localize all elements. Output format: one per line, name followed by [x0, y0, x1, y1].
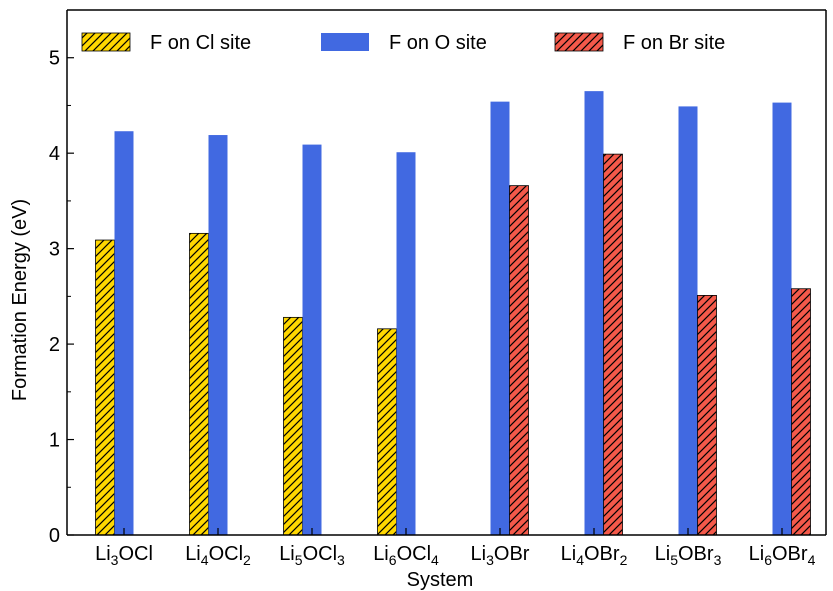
legend-label-f-on-o-site: F on O site [389, 32, 487, 54]
bar-f-on-o-site-7 [772, 102, 792, 535]
bar-f-on-cl-site-2 [283, 316, 303, 536]
y-tick-label: 5 [49, 48, 60, 70]
bar-f-on-cl-site-0 [95, 239, 115, 536]
x-axis-title: System [407, 569, 474, 591]
bar-f-on-br-site-4 [509, 185, 529, 536]
x-ticks-group: Li3OCl Li4OCl2 Li5OCl3 Li6OCl4 Li3OBr Li4OBr2… [95, 528, 816, 568]
x-tick-label: Li4OBr2 [561, 543, 628, 568]
axes-group [66, 9, 827, 536]
bar-f-on-o-site-0 [114, 131, 134, 535]
legend-label-f-on-cl-site: F on Cl site [150, 32, 251, 54]
bar-f-on-o-site-4 [490, 101, 510, 536]
y-tick-label: 4 [49, 143, 60, 165]
y-tick-label: 2 [49, 334, 60, 356]
y-tick-label: 1 [49, 430, 60, 452]
bar-f-on-o-site-3 [396, 152, 416, 535]
bar-f-on-br-site-7 [791, 288, 811, 536]
bar-f-on-o-site-6 [678, 106, 698, 535]
legend-swatch-f-on-o-site [321, 33, 369, 51]
y-tick-label: 3 [49, 239, 60, 261]
legend-swatch-f-on-br-site [554, 32, 604, 52]
bar-f-on-br-site-5 [603, 153, 623, 536]
bar-f-on-cl-site-3 [377, 328, 397, 536]
bar-f-on-o-site-5 [584, 91, 604, 536]
legend-swatch-f-on-cl-site [81, 32, 131, 52]
bar-f-on-cl-site-1 [189, 232, 209, 536]
bars-group [95, 91, 811, 536]
y-axis-title: Formation Energy (eV) [9, 199, 31, 401]
bar-f-on-o-site-1 [208, 135, 228, 535]
x-tick-label: Li4OCl2 [185, 543, 251, 568]
bar-f-on-br-site-6 [697, 295, 717, 536]
legend: F on Cl site F on O site F on Br site [81, 32, 725, 54]
x-tick-label: Li3OBr [471, 543, 530, 568]
x-tick-label: Li5OCl3 [279, 543, 345, 568]
bar-f-on-o-site-2 [302, 144, 322, 535]
x-tick-label: Li3OCl [95, 543, 153, 568]
x-tick-label: Li5OBr3 [655, 543, 722, 568]
legend-label-f-on-br-site: F on Br site [623, 32, 725, 54]
x-tick-label: Li6OBr4 [749, 543, 816, 568]
y-ticks-group: 0 1 2 3 4 5 [49, 48, 74, 547]
y-tick-label: 0 [49, 525, 60, 547]
x-tick-label: Li6OCl4 [373, 543, 439, 568]
